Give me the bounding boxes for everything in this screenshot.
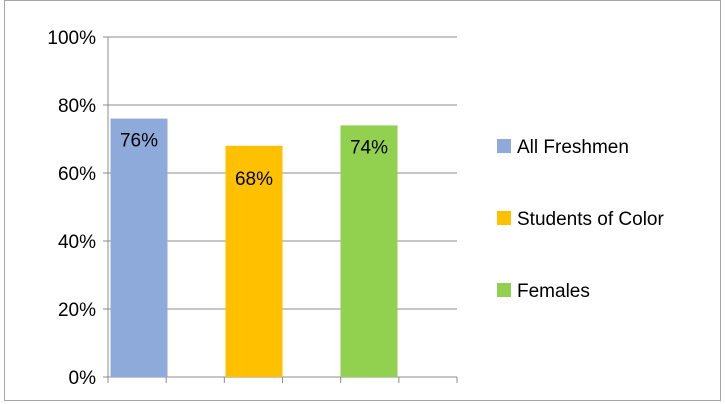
legend-label: All Freshmen	[517, 137, 629, 158]
legend-label: Students of Color	[517, 209, 664, 230]
y-tick-label: 20%	[58, 300, 96, 321]
bar-all-freshmen	[110, 118, 168, 377]
y-tick-label: 40%	[58, 232, 96, 253]
legend-swatch	[497, 211, 511, 225]
legend-swatch	[497, 283, 511, 297]
data-label: 76%	[120, 131, 158, 152]
bar-females	[340, 125, 398, 378]
y-tick-label: 0%	[69, 368, 97, 389]
data-label: 74%	[350, 137, 388, 158]
legend-label: Females	[517, 281, 590, 302]
y-tick-label: 80%	[58, 96, 96, 117]
data-label: 68%	[235, 169, 273, 190]
y-tick-label: 60%	[58, 164, 96, 185]
bar-students-of-color	[225, 145, 283, 377]
legend-swatch	[497, 139, 511, 153]
y-tick-label: 100%	[47, 28, 96, 49]
